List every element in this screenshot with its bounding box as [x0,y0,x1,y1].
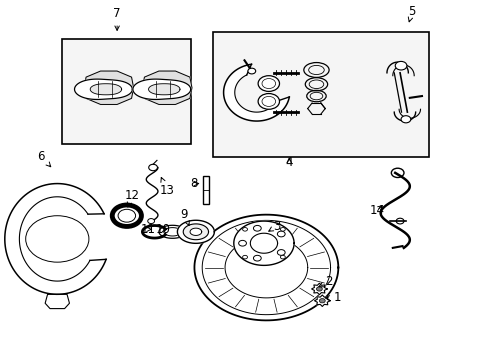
Text: 12: 12 [124,189,139,207]
Text: 14: 14 [368,204,384,217]
Polygon shape [233,221,293,265]
Circle shape [242,228,247,231]
Circle shape [253,255,261,261]
Polygon shape [133,79,190,99]
Circle shape [118,209,135,222]
Circle shape [319,298,325,303]
Text: 4: 4 [285,156,292,169]
Text: 1: 1 [325,291,341,305]
Circle shape [253,225,261,231]
Circle shape [258,94,279,109]
Circle shape [258,76,279,91]
Text: 7: 7 [113,8,121,30]
Circle shape [238,240,246,246]
Polygon shape [142,71,192,104]
Circle shape [316,287,322,291]
Text: 10: 10 [155,223,170,236]
Circle shape [242,255,247,259]
Polygon shape [311,283,326,295]
Polygon shape [194,215,338,320]
Text: 5: 5 [407,5,415,22]
Circle shape [247,68,255,74]
Polygon shape [90,84,122,95]
Circle shape [280,255,285,259]
Polygon shape [5,184,106,294]
Text: 3: 3 [268,220,280,233]
Polygon shape [183,224,208,240]
Polygon shape [74,79,132,99]
Polygon shape [84,71,133,104]
Bar [203,176,208,204]
Text: 13: 13 [159,177,174,197]
Text: 11: 11 [141,223,155,236]
Polygon shape [314,295,329,306]
Circle shape [400,116,410,123]
Polygon shape [250,233,277,253]
Bar [212,32,428,157]
Polygon shape [190,228,201,235]
Polygon shape [177,220,214,243]
Text: 9: 9 [180,208,189,225]
Polygon shape [223,64,289,121]
Text: 2: 2 [318,275,332,288]
Bar [62,39,191,144]
Text: 6: 6 [38,150,51,167]
Polygon shape [45,294,69,309]
Circle shape [277,249,285,255]
Text: 8: 8 [190,177,198,190]
Polygon shape [148,84,180,95]
Circle shape [147,219,154,224]
Circle shape [280,228,285,231]
Circle shape [277,231,285,237]
Circle shape [394,62,406,70]
